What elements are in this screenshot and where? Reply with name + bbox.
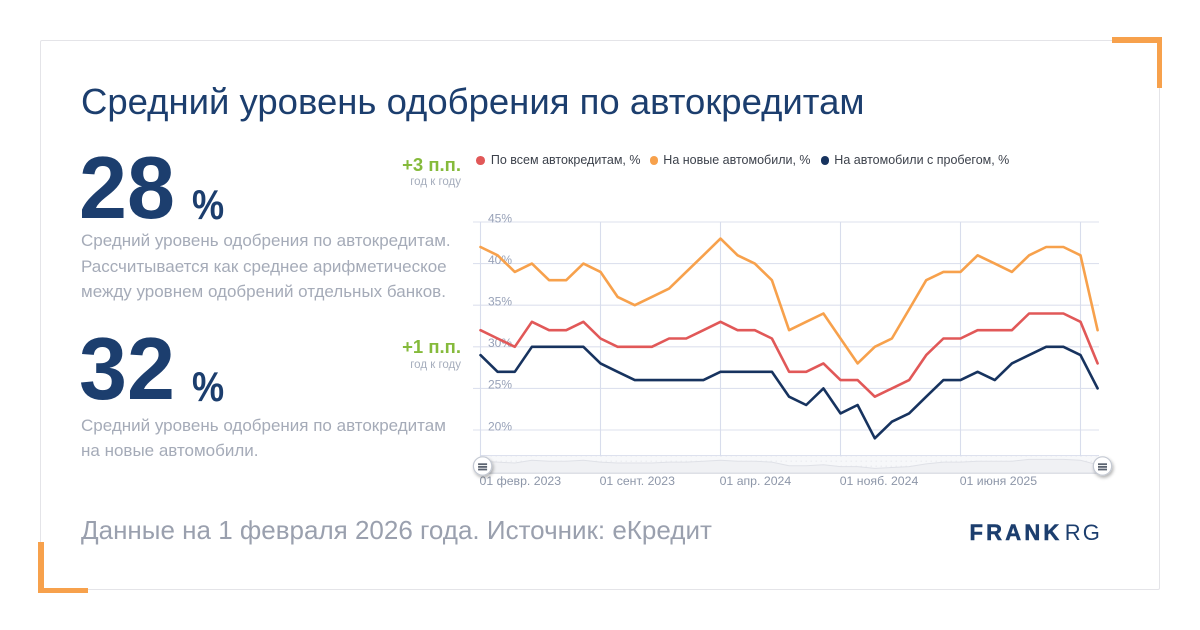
svg-text:20%: 20% — [488, 419, 512, 433]
svg-text:01 февр. 2023: 01 февр. 2023 — [480, 474, 562, 488]
svg-text:01 нояб. 2024: 01 нояб. 2024 — [840, 474, 919, 488]
svg-text:01 июня 2025: 01 июня 2025 — [960, 474, 1038, 488]
svg-text:01 апр. 2024: 01 апр. 2024 — [720, 474, 792, 488]
svg-text:30%: 30% — [488, 336, 512, 350]
svg-text:01 сент. 2023: 01 сент. 2023 — [600, 474, 675, 488]
svg-text:35%: 35% — [488, 295, 512, 309]
svg-text:25%: 25% — [488, 378, 512, 392]
svg-text:45%: 45% — [488, 211, 512, 225]
